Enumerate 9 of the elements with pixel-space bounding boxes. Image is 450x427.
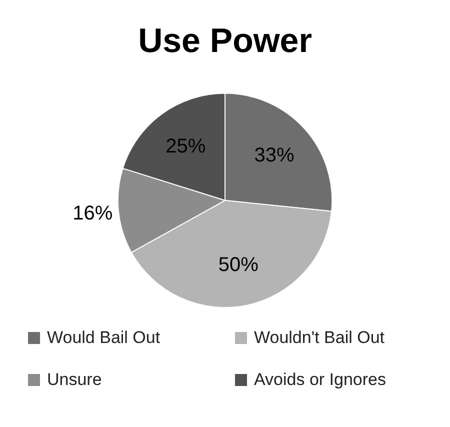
- data-label: 50%: [218, 254, 259, 276]
- legend-label: Would Bail Out: [47, 328, 160, 348]
- data-label: 16%: [72, 202, 113, 224]
- legend-label: Avoids or Ignores: [254, 370, 386, 390]
- chart-title: Use Power: [138, 22, 312, 60]
- legend-label: Wouldn't Bail Out: [254, 328, 384, 348]
- data-label: 25%: [166, 135, 206, 158]
- data-label: 33%: [254, 144, 294, 166]
- legend-label: Unsure: [47, 370, 102, 390]
